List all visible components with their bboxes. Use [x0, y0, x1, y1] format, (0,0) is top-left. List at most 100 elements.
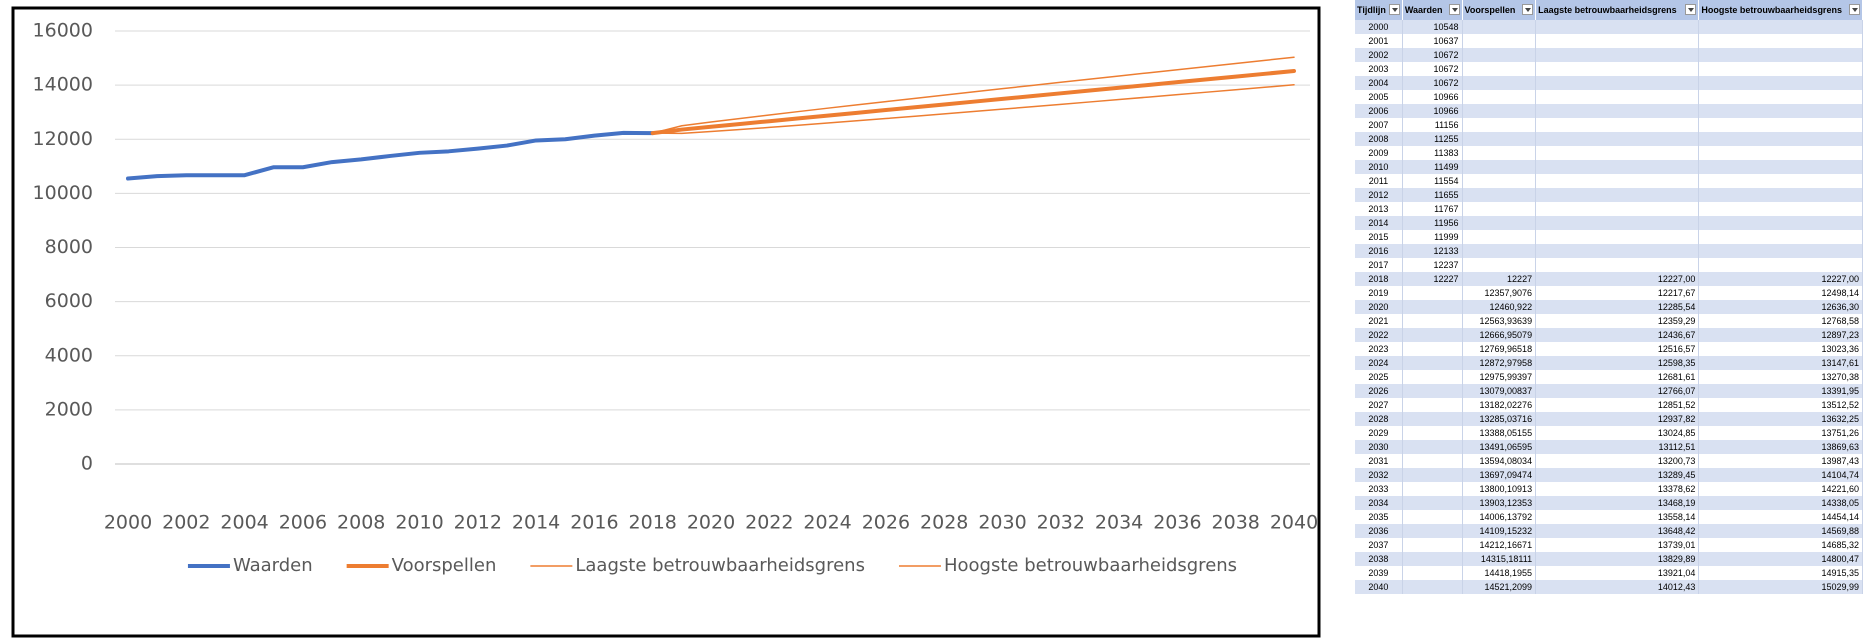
- table-cell: [1698, 216, 1863, 230]
- table-row: 2035 14006,13792 13558,14 14454,14: [1355, 510, 1863, 524]
- table-cell: 11655: [1402, 188, 1463, 202]
- x-tick-label: 2020: [687, 512, 735, 534]
- legend: Waarden Voorspellen Laagste betrouwbaarhei…: [187, 555, 1237, 576]
- table-cell: 12636,30: [1698, 300, 1863, 314]
- table-cell: 2018: [1355, 272, 1403, 286]
- table-cell: 12897,23: [1698, 328, 1863, 342]
- table-row: 2016 12133: [1355, 244, 1863, 258]
- column-header-text: Voorspellen: [1464, 5, 1516, 15]
- table-row: 2003 10672: [1355, 62, 1863, 76]
- table-cell: 12460,922: [1462, 300, 1537, 314]
- series-line: [651, 56, 1295, 134]
- x-tick-label: 2038: [1212, 512, 1260, 534]
- table-cell: [1698, 258, 1863, 272]
- column-header[interactable]: Hoogste betrouwbaarheidsgrens: [1698, 0, 1863, 20]
- x-tick-label: 2028: [920, 512, 968, 534]
- table-cell: 2011: [1355, 174, 1403, 188]
- table-row: 2006 10966: [1355, 104, 1863, 118]
- table-cell: 2016: [1355, 244, 1403, 258]
- data-table: Tijdlijn Waarden Voorspellen Laagste betrou…: [1355, 0, 1863, 594]
- table-cell: 2013: [1355, 202, 1403, 216]
- table-cell: 2004: [1355, 76, 1403, 90]
- table-row: 2030 13491,06595 13112,51 13869,63: [1355, 440, 1863, 454]
- x-tick-label: 2002: [162, 512, 210, 534]
- y-tick-label: 16000: [33, 20, 93, 42]
- table-cell: 14104,74: [1698, 468, 1863, 482]
- table-cell: 2040: [1355, 580, 1403, 594]
- table-row: 2017 12237: [1355, 258, 1863, 272]
- column-header[interactable]: Tijdlijn: [1355, 0, 1403, 20]
- table-cell: 12227,00: [1698, 272, 1863, 286]
- table-cell: [1402, 300, 1463, 314]
- table-cell: [1698, 202, 1863, 216]
- table-cell: 10548: [1402, 20, 1463, 34]
- column-header[interactable]: Laagste betrouwbaarheidsgrens: [1535, 0, 1700, 20]
- table-cell: [1462, 132, 1537, 146]
- table-cell: [1402, 384, 1463, 398]
- table-cell: [1698, 48, 1863, 62]
- table-cell: 13391,95: [1698, 384, 1863, 398]
- table-cell: 2002: [1355, 48, 1403, 62]
- table-cell: 14915,35: [1698, 566, 1863, 580]
- table-cell: 13024,85: [1535, 426, 1700, 440]
- table-cell: 10966: [1402, 104, 1463, 118]
- table-cell: [1462, 244, 1537, 258]
- table-cell: 2032: [1355, 468, 1403, 482]
- table-row: 2026 13079,00837 12766,07 13391,95: [1355, 384, 1863, 398]
- table-row: 2000 10548: [1355, 20, 1863, 34]
- table-row: 2001 10637: [1355, 34, 1863, 48]
- filter-dropdown[interactable]: [1448, 4, 1460, 15]
- table-cell: 2035: [1355, 510, 1403, 524]
- table-cell: 13987,43: [1698, 454, 1863, 468]
- table-cell: [1462, 104, 1537, 118]
- column-header[interactable]: Voorspellen: [1462, 0, 1537, 20]
- table-cell: 14012,43: [1535, 580, 1700, 594]
- series-line: [651, 84, 1295, 135]
- table-cell: 2014: [1355, 216, 1403, 230]
- table-cell: 12563,93639: [1462, 314, 1537, 328]
- filter-dropdown[interactable]: [1849, 4, 1860, 15]
- table-cell: 2001: [1355, 34, 1403, 48]
- table-cell: [1402, 314, 1463, 328]
- table-cell: [1535, 174, 1700, 188]
- table-cell: [1402, 552, 1463, 566]
- filter-dropdown[interactable]: [1522, 4, 1534, 15]
- table-cell: 14454,14: [1698, 510, 1863, 524]
- x-tick-label: 2018: [629, 512, 677, 534]
- table-cell: 10966: [1402, 90, 1463, 104]
- table-cell: [1462, 188, 1537, 202]
- table-cell: 13388,05155: [1462, 426, 1537, 440]
- table-cell: 12768,58: [1698, 314, 1863, 328]
- y-tick-label: 0: [81, 453, 93, 475]
- table-cell: [1698, 104, 1863, 118]
- table-cell: [1535, 202, 1700, 216]
- table-cell: [1698, 160, 1863, 174]
- table-cell: 11156: [1402, 118, 1463, 132]
- table-cell: 13921,04: [1535, 566, 1700, 580]
- x-tick-label: 2012: [454, 512, 502, 534]
- table-cell: 12357,9076: [1462, 286, 1537, 300]
- table-cell: 13800,10913: [1462, 482, 1537, 496]
- table-cell: 13270,38: [1698, 370, 1863, 384]
- filter-dropdown[interactable]: [1388, 4, 1400, 15]
- table-cell: 13512,52: [1698, 398, 1863, 412]
- table-row: 2040 14521,2099 14012,43 15029,99: [1355, 580, 1863, 594]
- table-cell: 12681,61: [1535, 370, 1700, 384]
- table-cell: 10672: [1402, 76, 1463, 90]
- table-cell: [1698, 20, 1863, 34]
- table-row: 2020 12460,922 12285,54 12636,30: [1355, 300, 1863, 314]
- table-cell: 10637: [1402, 34, 1463, 48]
- table-cell: [1402, 440, 1463, 454]
- table-cell: 10672: [1402, 62, 1463, 76]
- table-row: 2014 11956: [1355, 216, 1863, 230]
- table-row: 2012 11655: [1355, 188, 1863, 202]
- table-cell: [1698, 244, 1863, 258]
- table-cell: [1535, 132, 1700, 146]
- table-row: 2019 12357,9076 12217,67 12498,14: [1355, 286, 1863, 300]
- table-cell: [1535, 48, 1700, 62]
- column-header[interactable]: Waarden: [1402, 0, 1463, 20]
- table-cell: 12937,82: [1535, 412, 1700, 426]
- column-header-text: Laagste betrouwbaarheidsgrens: [1538, 5, 1677, 15]
- filter-dropdown[interactable]: [1685, 4, 1697, 15]
